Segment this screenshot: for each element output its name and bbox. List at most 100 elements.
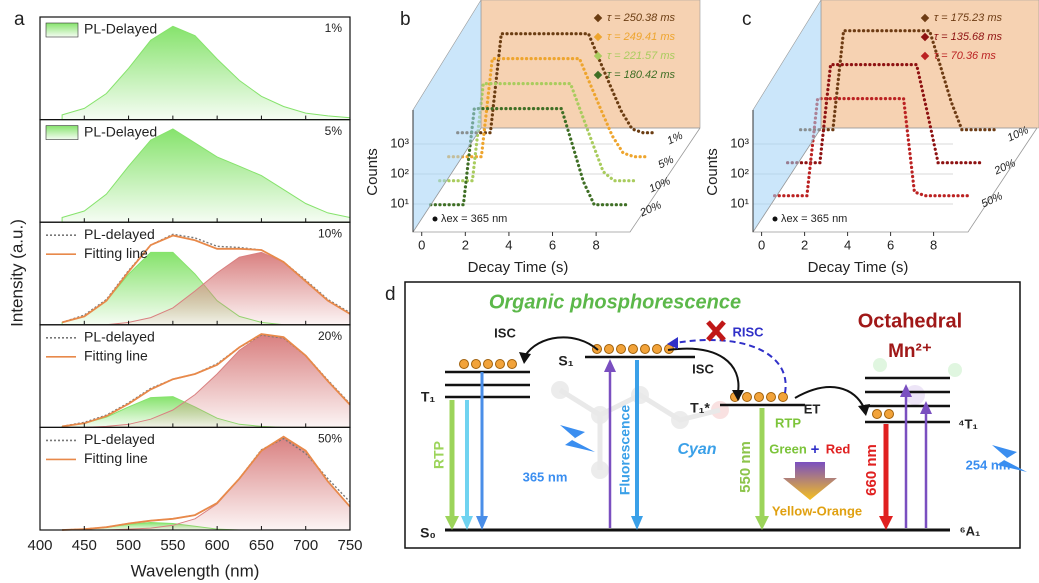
y-tick-label: 10³ bbox=[730, 135, 749, 150]
mn-a1-label: ⁶A₁ bbox=[960, 523, 981, 538]
y-axis-label: Counts bbox=[704, 148, 721, 196]
legend-label: τ = 250.38 ms bbox=[607, 12, 676, 24]
panel-letter: d bbox=[385, 284, 396, 305]
plus-label: + bbox=[811, 441, 820, 458]
legend-label: τ = 221.57 ms bbox=[607, 50, 676, 62]
subplot-frame bbox=[39, 426, 351, 531]
annotation-marker bbox=[772, 216, 778, 222]
rtp-label: RTP bbox=[431, 441, 447, 469]
et-label: ET bbox=[804, 401, 821, 416]
legend-label: Fitting line bbox=[84, 245, 148, 261]
y-axis-label: Intensity (a.u.) bbox=[7, 219, 26, 327]
isc-label: ISC bbox=[692, 361, 714, 376]
yellow-orange-label: Yellow-Orange bbox=[772, 503, 862, 518]
decay-curve bbox=[447, 57, 647, 159]
green-label: Green bbox=[769, 441, 807, 456]
legend-label: PL-delayed bbox=[84, 226, 155, 242]
legend-label: Fitting line bbox=[84, 348, 148, 364]
legend-label: PL-Delayed bbox=[84, 21, 157, 37]
y-tick-label: 10¹ bbox=[390, 195, 409, 210]
panel-label: 20% bbox=[318, 329, 342, 343]
panel-letter: c bbox=[742, 9, 752, 30]
s1-label: S₁ bbox=[558, 353, 573, 369]
transition-arrows bbox=[445, 359, 932, 530]
t1-label: T₁ bbox=[421, 389, 436, 405]
mn-ion: Mn²⁺ bbox=[888, 341, 932, 362]
line bbox=[61, 333, 351, 428]
legend-label: τ = 180.42 ms bbox=[607, 69, 676, 81]
x-tick-label: 650 bbox=[249, 537, 274, 554]
decay-curve bbox=[429, 107, 629, 207]
y-axis-label: Counts bbox=[364, 148, 381, 196]
x-tick-label: 6 bbox=[887, 237, 894, 252]
x-tick-label: 4 bbox=[844, 237, 851, 252]
decay-curve bbox=[456, 32, 656, 135]
x-tick-label: 500 bbox=[116, 537, 141, 554]
x-tick-label: 450 bbox=[72, 537, 97, 554]
panel-label: 10% bbox=[318, 226, 342, 240]
x-tick-label: 550 bbox=[160, 537, 185, 554]
legend-label: Fitting line bbox=[84, 450, 148, 466]
legend-swatch bbox=[45, 125, 79, 140]
line bbox=[61, 234, 351, 324]
annotation: λex = 365 nm bbox=[441, 213, 507, 225]
depth-label: 20% bbox=[637, 199, 663, 220]
legend-label: τ = 175.23 ms bbox=[934, 12, 1003, 24]
legend-label: τ = 135.68 ms bbox=[934, 31, 1003, 43]
depth-label: 10% bbox=[647, 175, 672, 195]
side-wall bbox=[752, 0, 822, 234]
y-tick-label: 10³ bbox=[390, 135, 409, 150]
emission-label: 550 nm bbox=[737, 441, 754, 493]
x-tick-label: 8 bbox=[930, 237, 937, 252]
x-tick-label: 750 bbox=[337, 537, 362, 554]
area bbox=[61, 128, 351, 223]
y-tick-label: 10² bbox=[730, 165, 749, 180]
risc-label: RISC bbox=[732, 324, 764, 339]
x-tick-label: 2 bbox=[462, 237, 469, 252]
excitation-label: 254 nm bbox=[966, 457, 1011, 472]
molecule-sketch bbox=[551, 358, 962, 479]
x-tick-label: 700 bbox=[293, 537, 318, 554]
y-tick-label: 10¹ bbox=[730, 195, 749, 210]
diagram-title: Organic phosphorescence bbox=[489, 291, 741, 313]
mn-t1-label: ⁴T₁ bbox=[958, 416, 978, 431]
excitation-label: 365 nm bbox=[523, 469, 568, 484]
decay-curve bbox=[799, 29, 996, 132]
red-label: Red bbox=[826, 441, 851, 456]
energy-levels bbox=[445, 355, 950, 532]
panel-letter: a bbox=[14, 9, 25, 30]
diagram: d Organic phosphorescence bbox=[385, 281, 1027, 549]
x-tick-label: 400 bbox=[27, 537, 52, 554]
cyan-label: Cyan bbox=[677, 441, 716, 458]
side-wall bbox=[412, 0, 482, 234]
legend-label: PL-delayed bbox=[84, 329, 155, 345]
panel-letter: b bbox=[400, 9, 411, 30]
x-axis-label: Decay Time (s) bbox=[468, 259, 569, 276]
x-axis-label: Wavelength (nm) bbox=[131, 561, 260, 580]
decay-curve bbox=[786, 62, 983, 165]
legend-label: PL-delayed bbox=[84, 431, 155, 447]
annotation: λex = 365 nm bbox=[781, 213, 847, 225]
back-wall bbox=[820, 0, 1039, 129]
depth-label: 1% bbox=[665, 130, 685, 148]
rtp-label: RTP bbox=[775, 415, 801, 430]
isc-label: ISC bbox=[494, 325, 516, 340]
x-tick-label: 8 bbox=[593, 237, 600, 252]
x-tick-label: 600 bbox=[205, 537, 230, 554]
x-tick-label: 0 bbox=[418, 237, 425, 252]
legend-label: τ = 70.36 ms bbox=[934, 50, 996, 62]
emission-label: 660 nm bbox=[863, 444, 880, 496]
decay-curve bbox=[438, 82, 638, 183]
depth-label: 50% bbox=[980, 190, 1005, 210]
x-axis-label: Decay Time (s) bbox=[808, 259, 909, 276]
t1-star-label: T₁* bbox=[690, 400, 710, 416]
fluorescence-label: Fluorescence bbox=[617, 405, 633, 495]
annotation-marker bbox=[432, 216, 438, 222]
x-tick-label: 2 bbox=[801, 237, 808, 252]
y-tick-label: 10² bbox=[390, 165, 409, 180]
panel-label: 1% bbox=[325, 21, 343, 35]
area bbox=[61, 25, 351, 121]
legend-swatch bbox=[45, 22, 79, 38]
panel-label: 50% bbox=[318, 432, 342, 446]
